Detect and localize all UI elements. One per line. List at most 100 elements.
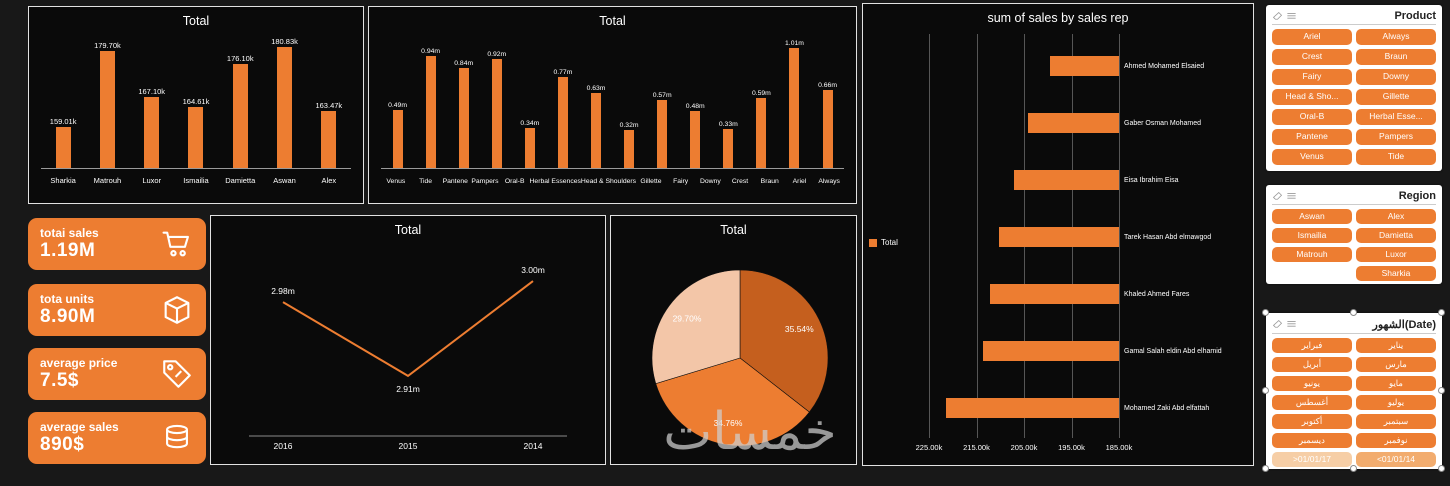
selection-handle[interactable] (1262, 465, 1269, 472)
slicer-button[interactable]: Crest (1272, 49, 1352, 65)
selection-handle[interactable] (1262, 387, 1269, 394)
slicer-button[interactable]: نوفمبر (1356, 433, 1436, 448)
slicer-button[interactable]: Fairy (1272, 69, 1352, 85)
slicer-button[interactable]: Ismailia (1272, 228, 1352, 243)
category-label: Khaled Ahmed Fares (1124, 291, 1190, 299)
bar[interactable] (723, 128, 734, 168)
slicer-button[interactable]: أكتوبر (1272, 414, 1352, 429)
slicer-button[interactable]: <01/01/14 (1356, 452, 1436, 467)
bar[interactable] (99, 50, 115, 168)
bar-value-label: 0.57m (652, 92, 672, 100)
bar[interactable] (945, 398, 1119, 419)
slicer-button[interactable]: سبتمبر (1356, 414, 1436, 429)
selection-handle[interactable] (1438, 465, 1445, 472)
bar[interactable] (657, 100, 668, 168)
bar[interactable] (392, 109, 403, 168)
pie-slice[interactable] (739, 269, 829, 413)
bar-slot: 180.83k (262, 35, 306, 168)
category-label: Venus (386, 178, 406, 185)
bar-value-label: 167.10k (138, 87, 166, 97)
list-icon[interactable] (1286, 319, 1297, 330)
selection-handle[interactable] (1262, 309, 1269, 316)
bar[interactable] (591, 93, 601, 168)
clear-selections-icon[interactable] (1272, 11, 1283, 22)
bar[interactable] (491, 58, 502, 168)
bar[interactable] (55, 127, 71, 168)
clear-selections-icon[interactable] (1272, 319, 1283, 330)
slicer-button[interactable]: أبريل (1272, 357, 1352, 372)
selection-handle[interactable] (1438, 387, 1445, 394)
bar[interactable] (1028, 112, 1119, 133)
slicer-button[interactable]: >01/01/17 (1272, 452, 1352, 467)
pie-slice[interactable] (655, 357, 810, 447)
list-icon[interactable] (1286, 191, 1297, 202)
slicer-button[interactable]: Head & Sho... (1272, 89, 1352, 105)
bar[interactable] (998, 227, 1119, 247)
slicer-button[interactable]: Sharkia (1356, 266, 1436, 281)
slicer-button[interactable]: Downy (1356, 69, 1436, 85)
bar-value-label: 159.01k (49, 117, 77, 127)
bar[interactable] (789, 48, 800, 168)
bar[interactable] (524, 127, 535, 168)
slicer-button[interactable]: يناير (1356, 338, 1436, 353)
slicer-button[interactable]: Venus (1272, 149, 1352, 165)
bar-slot: 0.49m (381, 35, 414, 168)
slicer-button[interactable]: Oral-B (1272, 109, 1352, 125)
bar[interactable] (321, 110, 337, 168)
category-label: Ismailia (183, 176, 209, 185)
bar[interactable] (557, 76, 568, 168)
pie-slice[interactable] (651, 269, 741, 384)
selection-handle[interactable] (1438, 309, 1445, 316)
bar[interactable] (1013, 169, 1119, 190)
bar[interactable] (425, 56, 436, 168)
slicer-button[interactable]: Matrouh (1272, 247, 1352, 262)
bar[interactable] (144, 97, 160, 168)
gridline (1119, 34, 1120, 438)
point-value-label: 2.91m (396, 384, 420, 394)
bar[interactable] (277, 46, 293, 168)
bar[interactable] (822, 89, 833, 168)
slicer-button[interactable]: يوليو (1356, 395, 1436, 410)
category-label: Oral-B (504, 178, 525, 185)
slicer-button[interactable]: Gillette (1356, 89, 1436, 105)
bar[interactable] (989, 284, 1119, 305)
bar[interactable] (756, 97, 767, 168)
slicer-button[interactable]: Alex (1356, 209, 1436, 224)
slicer-button[interactable]: Braun (1356, 49, 1436, 65)
slicer-button[interactable]: Pantene (1272, 129, 1352, 145)
category-label: Eisa Ibrahim Eisa (1124, 176, 1179, 184)
bar[interactable] (690, 111, 701, 168)
slicer-button[interactable]: أغسطس (1272, 395, 1352, 410)
slicer-button[interactable]: Herbal Esse... (1356, 109, 1436, 125)
slicer-button[interactable]: Ariel (1272, 29, 1352, 45)
slicer-button[interactable]: Damietta (1356, 228, 1436, 243)
clear-selections-icon[interactable] (1272, 191, 1283, 202)
selection-handle[interactable] (1350, 309, 1357, 316)
slicer-button[interactable]: ديسمبر (1272, 433, 1352, 448)
category-label: Mohamed Zaki Abd elfattah (1124, 405, 1210, 413)
slicer-button[interactable]: Luxor (1356, 247, 1436, 262)
category-label: Damietta (225, 176, 256, 185)
bar[interactable] (624, 130, 635, 168)
bar[interactable] (188, 106, 204, 168)
slicer-button[interactable]: مايو (1356, 376, 1436, 391)
line-series[interactable] (282, 280, 534, 378)
slicer-button[interactable]: يونيو (1272, 376, 1352, 391)
slicer-button[interactable]: Aswan (1272, 209, 1352, 224)
bar[interactable] (232, 64, 248, 168)
slicer-button[interactable]: فبراير (1272, 338, 1352, 353)
legend: Total (869, 238, 898, 247)
slicer-button[interactable]: مارس (1356, 357, 1436, 372)
slicer-button[interactable]: Always (1356, 29, 1436, 45)
selection-handle[interactable] (1350, 465, 1357, 472)
bar[interactable] (458, 68, 469, 168)
bar[interactable] (1049, 55, 1119, 76)
category-label: Ahmed Mohamed Elsaied (1124, 62, 1205, 70)
bar[interactable] (983, 341, 1119, 362)
bar-value-label: 0.49m (388, 101, 407, 109)
bar-slot: 159.01k (41, 35, 85, 168)
list-icon[interactable] (1286, 11, 1297, 22)
slicer-button[interactable]: Pampers (1356, 129, 1436, 145)
date-slicer: الشهور(Date) فبراير يناير أبريل مارس يونيو ما… (1262, 309, 1445, 472)
slicer-button[interactable]: Tide (1356, 149, 1436, 165)
